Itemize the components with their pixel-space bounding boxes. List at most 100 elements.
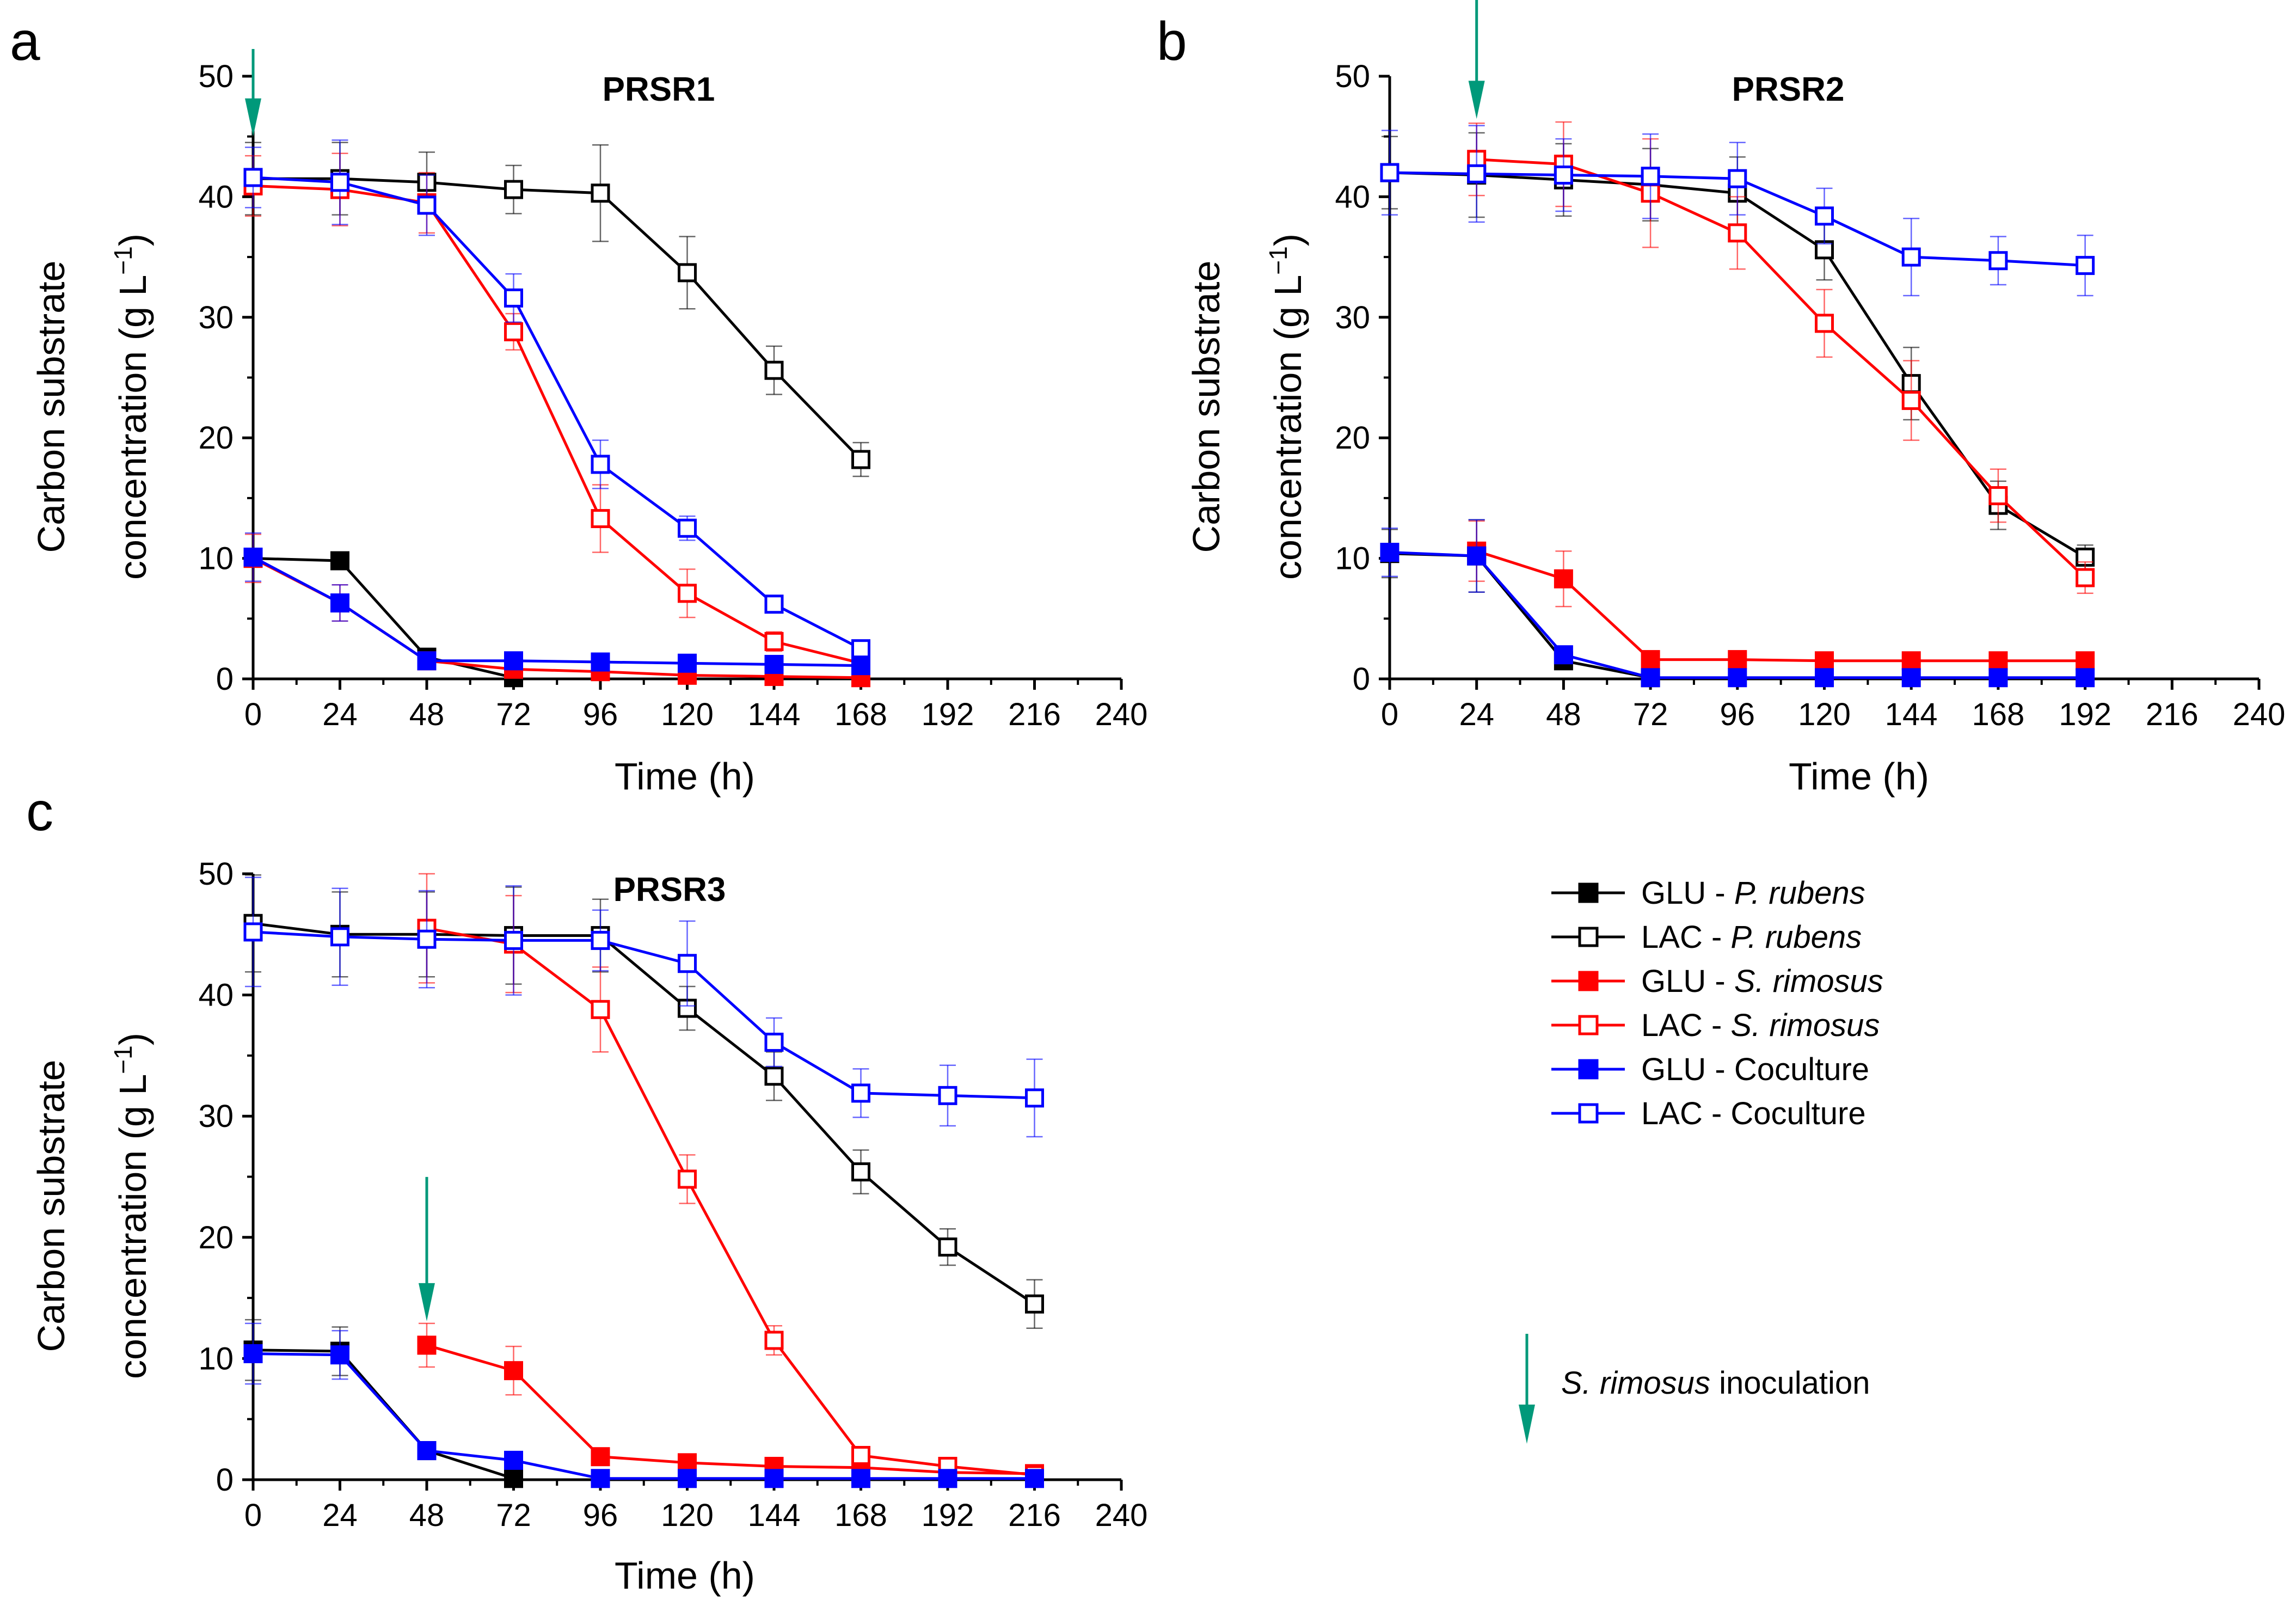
legend-label-prefix: GLU -	[1641, 1052, 1734, 1087]
x-tick-label: 216	[1008, 1498, 1061, 1533]
legend-label: GLU - S. rimosus	[1641, 964, 1883, 999]
series-lac-p-rubens	[243, 874, 1044, 1329]
x-tick-label: 48	[1546, 697, 1581, 732]
data-point	[1988, 486, 2008, 505]
y-tick-label: 0	[216, 1462, 234, 1498]
y-axis-title-b-line2: concentration (g L−1)	[1264, 234, 1309, 580]
series-line	[253, 922, 1035, 1305]
data-point	[1901, 247, 1921, 267]
y-axis-title-a-sup: −1	[109, 246, 137, 274]
legend-label-name: P. rubens	[1730, 920, 1862, 955]
y-axis-title-a-suffix: )	[112, 234, 154, 246]
data-point	[764, 654, 784, 674]
x-axis-title-a: Time (h)	[615, 755, 755, 798]
data-point	[938, 1469, 957, 1488]
x-tick-label: 144	[748, 1498, 801, 1533]
legend-label-name: S. rimosus	[1734, 964, 1883, 999]
inoculation-arrow-head	[245, 98, 261, 137]
data-point	[504, 1361, 523, 1381]
series-line	[253, 1352, 1035, 1480]
legend-label: GLU - P. rubens	[1641, 875, 1865, 911]
legend-label: LAC - P. rubens	[1641, 920, 1862, 955]
y-axis-title-a-line1: Carbon substrate	[30, 261, 72, 553]
x-tick-label: 120	[661, 1498, 714, 1533]
y-tick-label: 10	[1335, 541, 1370, 577]
legend-label-prefix: GLU -	[1641, 964, 1734, 999]
y-tick-label: 30	[198, 300, 234, 335]
legend-label-prefix: GLU -	[1641, 875, 1734, 911]
inoculation-arrow-icon	[1519, 1405, 1535, 1444]
series-line	[253, 177, 862, 461]
series-line	[1389, 552, 1651, 679]
x-tick-label: 48	[409, 697, 445, 732]
data-point	[851, 656, 870, 676]
data-point	[1901, 651, 1921, 671]
data-point	[1815, 206, 1834, 226]
legend-label: GLU - Coculture	[1641, 1052, 1869, 1087]
y-axis-title-c-line1: Carbon substrate	[30, 1060, 72, 1352]
data-point	[243, 922, 263, 942]
data-point	[2076, 668, 2095, 688]
x-tick-label: 0	[244, 697, 262, 732]
data-point	[1025, 1088, 1044, 1108]
series-lac-s-rimosus	[1467, 121, 2095, 594]
data-point	[851, 1162, 870, 1182]
x-tick-label: 192	[922, 697, 974, 732]
data-point	[504, 322, 523, 341]
data-point	[764, 1032, 784, 1052]
data-point	[851, 1445, 870, 1465]
x-tick-label: 168	[1972, 697, 2025, 732]
data-point	[851, 639, 870, 659]
data-point	[1901, 391, 1921, 410]
inoculation-arrow-head	[419, 1283, 435, 1321]
y-tick-label: 50	[198, 59, 234, 94]
legend-item: GLU - P. rubens	[1551, 875, 1865, 911]
series-line	[253, 184, 862, 665]
x-tick-label: 192	[2059, 697, 2111, 732]
data-point	[2076, 256, 2095, 275]
series-lac-s-rimosus	[417, 873, 1044, 1485]
x-tick-label: 216	[1008, 697, 1061, 732]
series-line	[426, 1344, 1035, 1475]
data-point	[243, 168, 263, 187]
data-point	[330, 1345, 349, 1365]
legend-marker	[1578, 971, 1599, 991]
data-point	[764, 1067, 784, 1086]
data-point	[2076, 568, 2095, 587]
data-point	[1554, 166, 1573, 185]
y-tick-label: 40	[1335, 179, 1370, 214]
data-point	[591, 930, 610, 950]
data-point	[591, 1000, 610, 1019]
series-line	[1476, 549, 2085, 663]
legend-inoculation: S. rimosus inoculation	[1519, 1334, 1870, 1444]
series-line	[253, 1349, 514, 1480]
data-point	[330, 173, 349, 192]
panel-c: c PRSR3 Time (h) Carbon substrate concen…	[26, 781, 1147, 1597]
x-axis-title-c: Time (h)	[615, 1554, 755, 1597]
legend-marker	[1578, 927, 1599, 947]
series-glu-coculture	[1380, 519, 2095, 688]
legend-label-name: Coculture	[1734, 1052, 1869, 1087]
series-lac-coculture	[1380, 125, 2095, 297]
y-tick-label: 20	[198, 420, 234, 456]
panel-title-b: PRSR2	[1732, 71, 1845, 108]
y-tick-label: 40	[198, 179, 234, 214]
legend-label-prefix: LAC -	[1641, 1008, 1730, 1043]
legend-item: LAC - P. rubens	[1551, 920, 1862, 955]
x-tick-label: 120	[661, 697, 714, 732]
data-point	[1988, 651, 2008, 671]
x-axis-title-b: Time (h)	[1789, 755, 1929, 798]
legend-inoculation-organism: S. rimosus	[1561, 1365, 1710, 1401]
legend-label-name: P. rubens	[1734, 875, 1865, 911]
x-tick-label: 240	[1095, 1498, 1148, 1533]
legend-label-name: Coculture	[1730, 1096, 1865, 1131]
data-point	[330, 927, 349, 947]
x-tick-label: 24	[1459, 697, 1494, 732]
panel-a: a PRSR1 Time (h) Carbon substrate concen…	[10, 11, 1147, 798]
y-axis-title-b-line1: Carbon substrate	[1185, 261, 1227, 553]
series-lac-coculture	[243, 877, 1044, 1138]
data-point	[678, 653, 697, 673]
legend-label-name: S. rimosus	[1730, 1008, 1880, 1043]
x-tick-label: 72	[496, 697, 531, 732]
